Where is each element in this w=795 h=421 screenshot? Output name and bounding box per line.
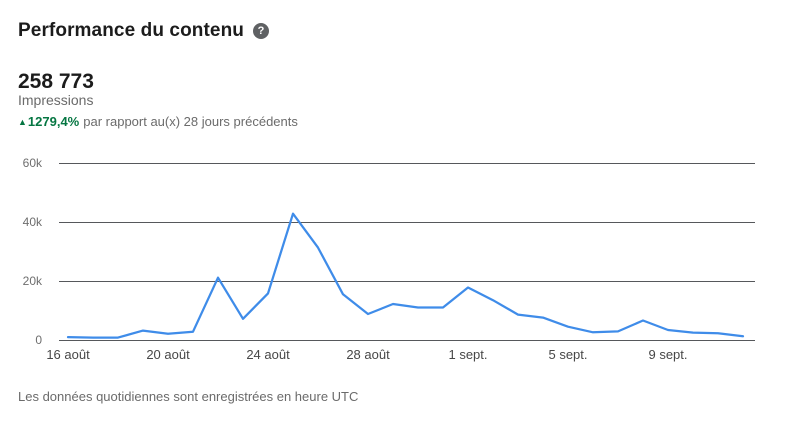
x-tick-label: 28 août: [346, 347, 390, 362]
x-tick-label: 16 août: [46, 347, 90, 362]
x-tick-label: 1 sept.: [448, 347, 488, 362]
impressions-series-line[interactable]: [66, 212, 745, 339]
card-header: Performance du contenu ?: [18, 20, 270, 42]
x-tick-label: 9 sept.: [648, 347, 688, 362]
x-tick-label: 5 sept.: [548, 347, 588, 362]
impressions-value: 258 773: [18, 70, 94, 93]
trend-percent: 1279,4%: [27, 114, 80, 129]
x-tick-label: 20 août: [146, 347, 190, 362]
utc-footnote: Les données quotidiennes sont enregistré…: [18, 389, 359, 404]
impressions-chart[interactable]: 60k 40k 20k 0 16 août 20 août 24 août 28 août 1…: [0, 150, 795, 365]
y-tick-label: 0: [35, 332, 42, 347]
impressions-label: Impressions: [18, 92, 94, 108]
y-tick-label: 20k: [22, 273, 42, 288]
page-title: Performance du contenu: [18, 20, 245, 41]
y-tick-label: 40k: [22, 214, 42, 229]
y-tick-label: 60k: [22, 155, 42, 170]
trend-row: ▲ 1279,4% par rapport au(x) 28 jours pré…: [18, 114, 298, 129]
help-icon[interactable]: ?: [253, 23, 270, 39]
trend-comparison: par rapport au(x) 28 jours précédents: [83, 114, 298, 129]
x-tick-label: 24 août: [246, 347, 290, 362]
trend-up-icon: ▲: [18, 117, 27, 127]
impressions-line-chart-canvas[interactable]: [0, 150, 795, 365]
